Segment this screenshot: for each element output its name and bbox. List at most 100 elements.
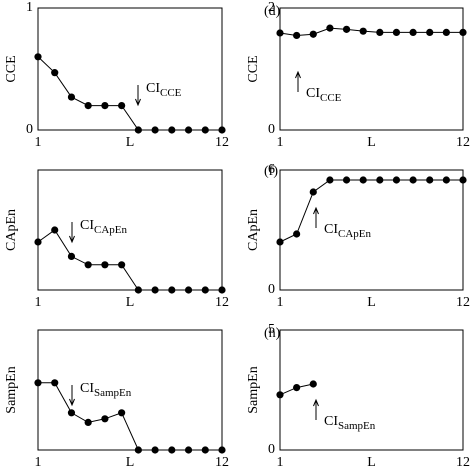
line — [279, 179, 463, 243]
marker — [118, 261, 126, 269]
x-axis-label: L — [367, 135, 376, 150]
marker — [134, 286, 142, 294]
arrow-head — [295, 70, 301, 79]
x-tick-label: 1 — [35, 295, 42, 310]
marker — [34, 379, 42, 387]
y-tick-label: 0 — [26, 122, 33, 137]
annotation: CICCE — [146, 81, 182, 98]
marker — [442, 176, 450, 184]
y-tick-label: 6 — [268, 162, 275, 177]
plot-frame — [37, 169, 223, 291]
y-tick-label: 1 — [26, 0, 33, 15]
marker — [34, 53, 42, 61]
x-tick-label: 1 — [35, 455, 42, 470]
marker — [134, 446, 142, 454]
marker — [309, 188, 317, 196]
marker — [392, 28, 401, 36]
x-axis-label: L — [126, 455, 135, 470]
marker — [101, 102, 109, 110]
annotation-text: CI — [306, 86, 320, 101]
marker — [151, 126, 159, 134]
panel-label: (d) — [264, 4, 281, 19]
plot-frame — [279, 169, 464, 291]
y-tick-label: 0 — [268, 122, 275, 137]
marker — [101, 415, 109, 423]
panel-label: (h) — [264, 326, 281, 341]
annotation-text: CI — [324, 222, 338, 237]
marker — [201, 286, 209, 294]
marker — [218, 126, 226, 134]
marker — [459, 28, 467, 36]
marker — [342, 25, 351, 33]
marker — [459, 176, 467, 184]
x-tick-label: 1 — [277, 135, 284, 150]
line — [279, 27, 463, 36]
marker — [84, 261, 92, 269]
annotation-subscript: CApEn — [338, 228, 372, 240]
marker — [326, 24, 334, 32]
y-axis-label: SampEn — [246, 366, 261, 413]
annotation: CISampEn — [324, 414, 376, 431]
plot-frame — [37, 7, 223, 131]
panel-label: (f) — [264, 164, 278, 179]
line — [37, 56, 222, 131]
annotation-subscript: CCE — [160, 87, 182, 99]
marker — [134, 126, 142, 134]
marker — [151, 446, 159, 454]
annotation-subscript: CCE — [320, 92, 342, 104]
annotation: CISampEn — [80, 381, 132, 398]
marker — [326, 176, 334, 184]
plot-frame — [37, 329, 223, 451]
marker — [168, 126, 176, 134]
marker — [409, 176, 417, 184]
annotation-text: CI — [80, 381, 94, 396]
x-tick-label: 1 — [35, 135, 42, 150]
x-tick-label: 12 — [456, 295, 470, 310]
marker — [426, 176, 434, 184]
marker — [201, 446, 209, 454]
x-axis-label: L — [126, 135, 135, 150]
y-tick-label: 2 — [268, 0, 275, 15]
y-axis-label: CCE — [246, 55, 261, 82]
x-tick-label: 12 — [215, 295, 229, 310]
arrow-head — [313, 398, 319, 407]
y-axis-label: CApEn — [4, 209, 19, 251]
x-axis-label: L — [367, 295, 376, 310]
x-axis-label: L — [367, 455, 376, 470]
annotation: CICApEn — [324, 222, 372, 239]
marker — [118, 102, 126, 110]
marker — [442, 28, 450, 36]
plot-frame — [279, 7, 464, 131]
x-axis-label: L — [126, 295, 135, 310]
marker — [184, 286, 193, 294]
arrow-head — [69, 235, 75, 244]
marker — [51, 226, 59, 234]
annotation-text: CI — [80, 218, 94, 233]
marker — [309, 380, 317, 388]
marker — [101, 261, 109, 269]
x-tick-label: 12 — [215, 455, 229, 470]
marker — [218, 286, 226, 294]
marker — [293, 230, 301, 238]
marker — [67, 409, 76, 417]
marker — [118, 409, 126, 417]
annotation-subscript: SampEn — [94, 387, 132, 399]
marker — [392, 176, 401, 184]
marker — [168, 446, 176, 454]
marker — [184, 126, 193, 134]
marker — [376, 176, 384, 184]
y-axis-label: CCE — [4, 55, 19, 82]
annotation: CICCE — [306, 86, 342, 103]
y-axis-label: CApEn — [246, 209, 261, 251]
y-tick-label: 5 — [268, 322, 275, 337]
marker — [34, 238, 42, 246]
plot-frame — [279, 329, 464, 451]
arrow-head — [69, 398, 75, 407]
arrow-head — [135, 98, 141, 107]
